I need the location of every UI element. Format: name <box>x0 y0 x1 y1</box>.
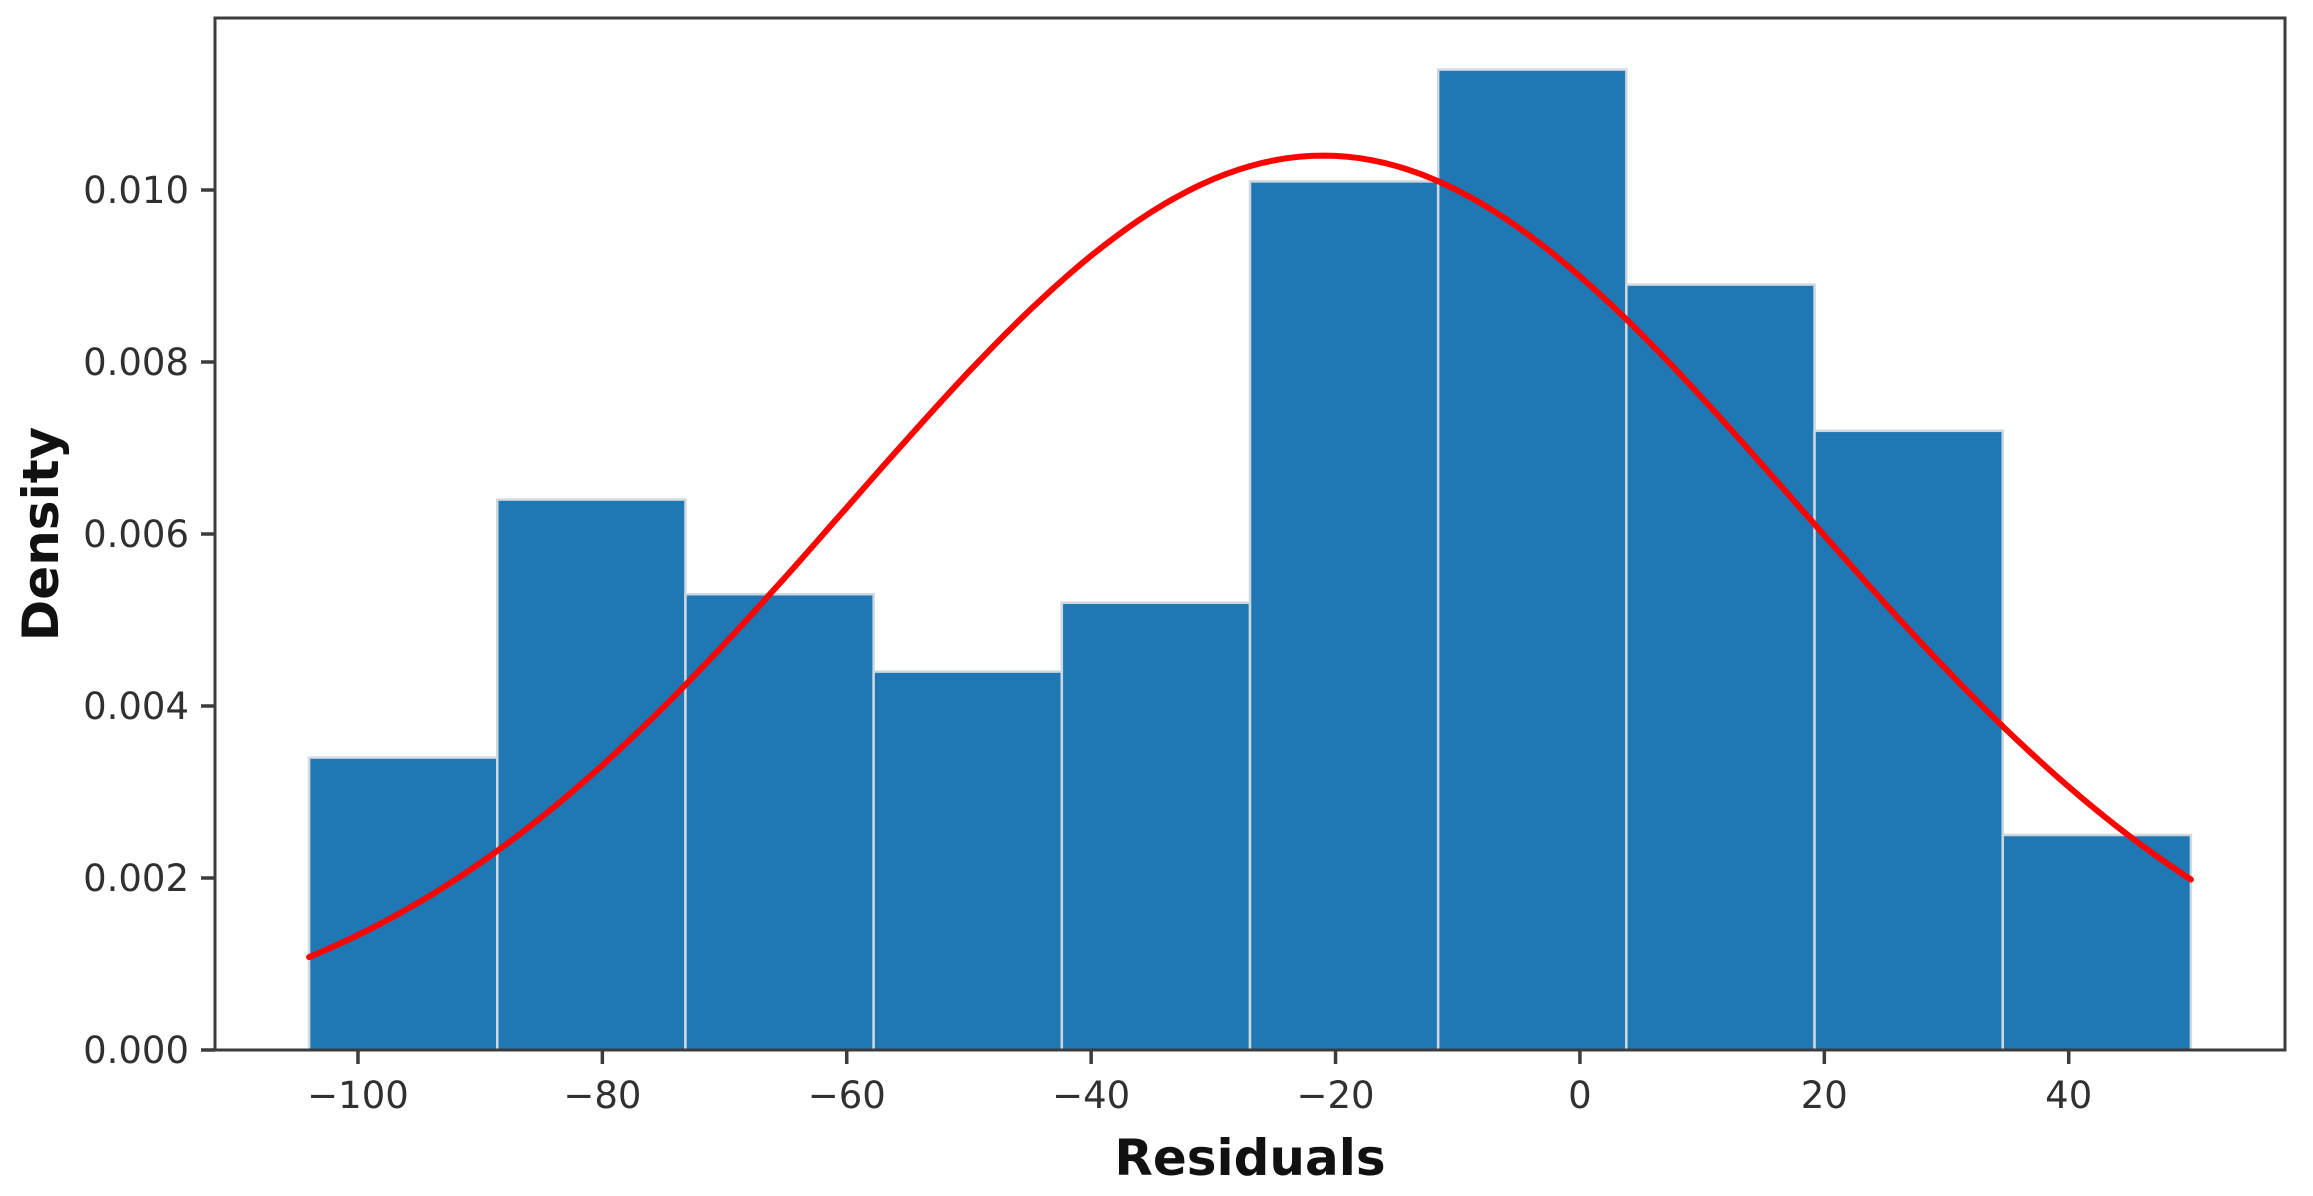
x-tick-label: −100 <box>307 1074 409 1117</box>
x-axis-label: Residuals <box>1114 1129 1385 1187</box>
histogram-bar <box>1248 180 1440 1052</box>
histogram-bar <box>1813 429 2004 1052</box>
y-tick-label: 0.008 <box>83 341 189 384</box>
histogram-bar <box>1436 68 1628 1052</box>
x-tick-label: 0 <box>1568 1074 1592 1117</box>
normal-fit-curve <box>306 152 2194 961</box>
histogram-bars-layer <box>307 68 2193 1052</box>
y-tick-label: 0.006 <box>83 513 189 556</box>
x-tick-label: 20 <box>1801 1074 1848 1117</box>
x-tick-label: −80 <box>563 1074 641 1117</box>
x-tick-label: −60 <box>808 1074 886 1117</box>
y-tick-label: 0.002 <box>83 857 189 900</box>
x-tick-label: −40 <box>1052 1074 1130 1117</box>
histogram-bar <box>872 670 1064 1052</box>
y-tick-label: 0.010 <box>83 169 189 212</box>
histogram-bar <box>684 592 875 1052</box>
histogram-bar <box>1625 283 1816 1052</box>
axes-layer: −100 −80 −60 −40 −20 0 20 40 0.000 0.002 0.004 0.00… <box>83 16 2287 1117</box>
histogram-bar <box>1060 601 1252 1052</box>
y-tick-label: 0.004 <box>83 685 189 728</box>
x-tick-label: −20 <box>1296 1074 1374 1117</box>
histogram-bar <box>307 756 499 1052</box>
x-tick-label: 40 <box>2045 1074 2092 1117</box>
y-tick-label: 0.000 <box>83 1029 189 1072</box>
histogram-bar <box>2001 833 2193 1052</box>
y-axis-label: Density <box>12 427 70 641</box>
